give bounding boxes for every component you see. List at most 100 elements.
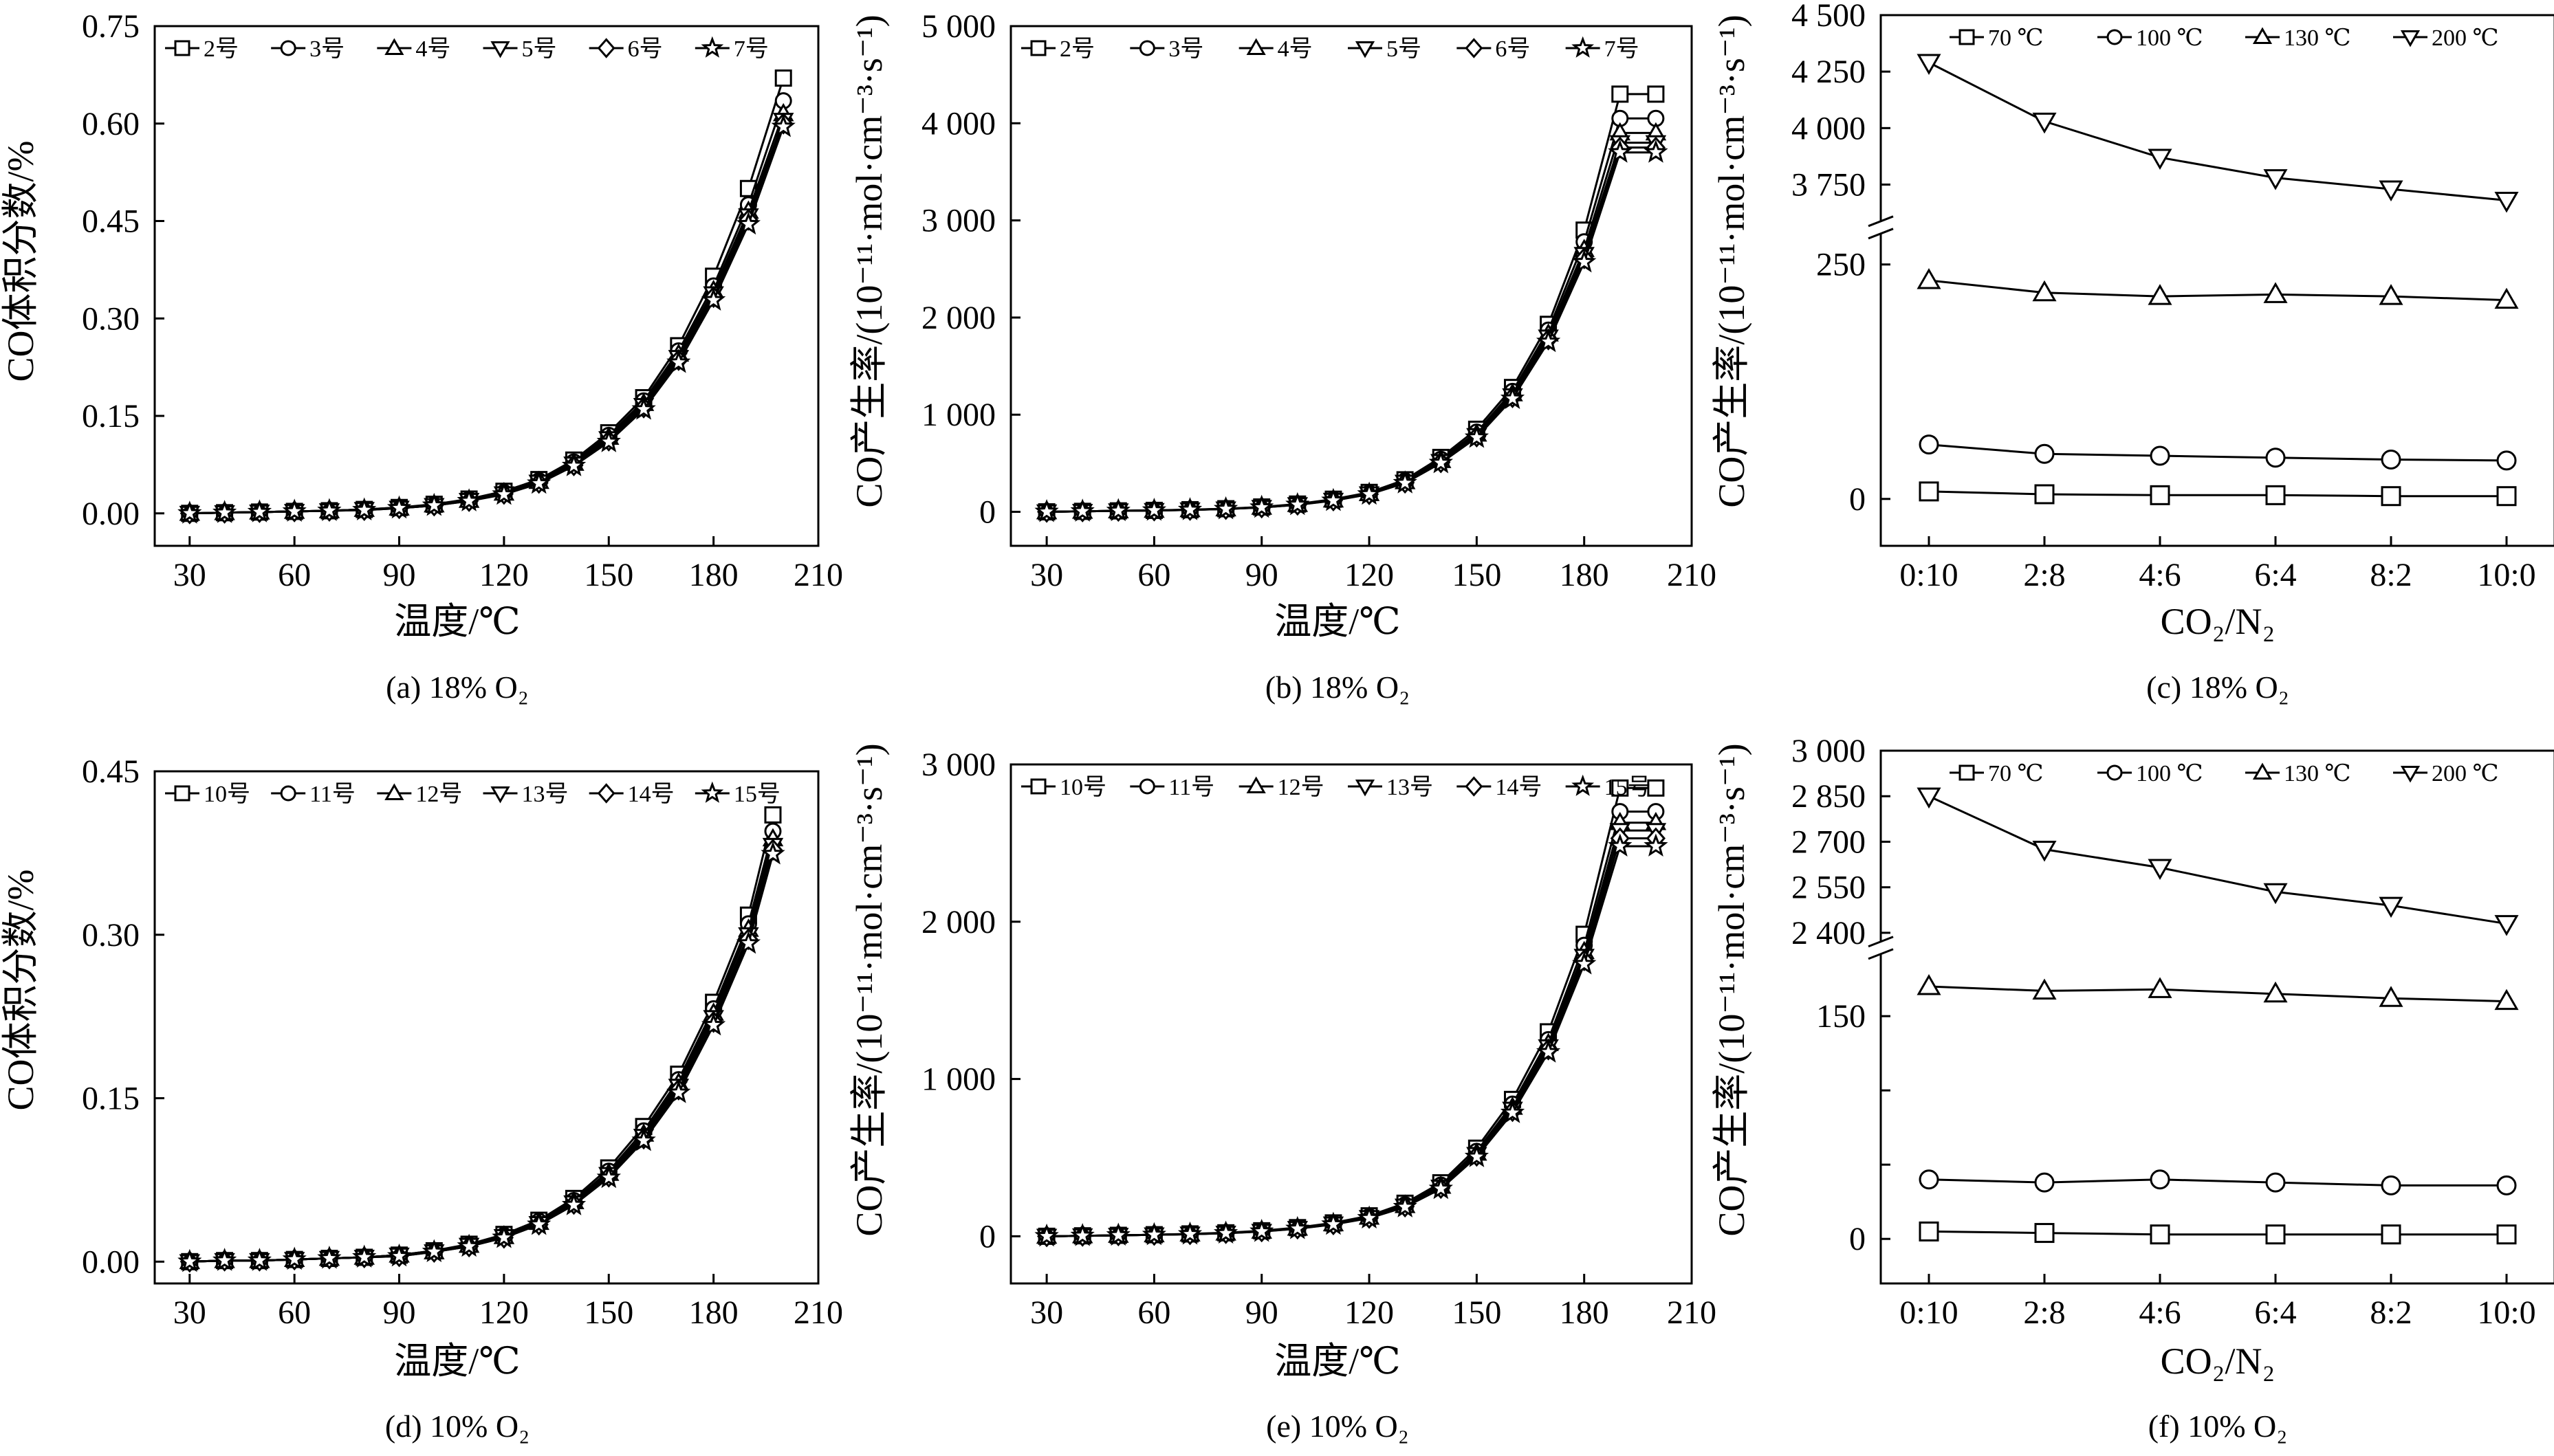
x-tick-label: 4:6 (2139, 557, 2181, 593)
data-point (596, 429, 621, 452)
data-point (1611, 85, 1629, 103)
x-tick-label: 2:8 (2023, 1294, 2065, 1331)
caption-d: (d) 10% O₂ (385, 1409, 530, 1444)
legend-label: 70 ℃ (1988, 761, 2044, 786)
x-tick-label: 90 (383, 1294, 416, 1331)
x-tick-label: 10:0 (2477, 557, 2535, 593)
y-tick-label: 3 750 (1791, 167, 1866, 203)
panel-e: 30 60 90 120 150 180 210 0 1 000 2 000 3 000 10号 11号… (921, 747, 1716, 1331)
x-tick-label: 180 (1560, 1294, 1609, 1331)
legend-marker-star (1571, 36, 1595, 58)
data-point (561, 1192, 587, 1215)
legend-label: 14号 (1495, 775, 1542, 800)
x-tick-label: 210 (794, 557, 843, 593)
data-point (666, 349, 691, 373)
data-point (527, 1211, 552, 1235)
data-point (1249, 1218, 1274, 1242)
legend-marker-star (701, 36, 724, 58)
data-point (1142, 1222, 1166, 1246)
data-point (2034, 443, 2055, 464)
legend-label: 15号 (734, 782, 781, 807)
data-point (1919, 1221, 1939, 1242)
x-tick-label: 8:2 (2370, 1294, 2412, 1331)
series-line (1047, 151, 1656, 513)
data-point (1608, 140, 1633, 163)
x-axis-title-e: 温度/℃ (1274, 1341, 1400, 1382)
series-line (1047, 829, 1656, 1237)
y-axis-title-a: CO体积分数/% (0, 141, 41, 382)
data-point (2494, 191, 2519, 213)
legend-marker-circle (2106, 29, 2123, 45)
y-axis-title-f: CO产生率/(10⁻¹¹·mol·cm⁻³·s⁻¹) (1711, 743, 1752, 1236)
y-tick-label: 2 550 (1791, 870, 1866, 906)
data-point (2265, 1172, 2286, 1193)
data-point (1213, 496, 1238, 520)
data-point (2148, 859, 2172, 880)
x-tick-label: 210 (794, 1294, 843, 1331)
x-tick-label: 4:6 (2139, 1294, 2181, 1331)
data-point (282, 1246, 307, 1270)
legend-marker-diamond (1465, 38, 1483, 58)
data-point (631, 397, 656, 420)
x-tick-label: 150 (584, 557, 633, 593)
legend-label: 2号 (204, 36, 239, 62)
data-point (1177, 1221, 1203, 1245)
panel-b: 30 60 90 120 150 180 210 0 1 000 2 000 3 000 4 000 5… (921, 8, 1716, 593)
x-tick-label: 90 (1245, 557, 1278, 593)
y-tick-label: 250 (1816, 247, 1866, 283)
data-point (1428, 450, 1453, 474)
legend-label: 13号 (1386, 775, 1433, 800)
y-tick-label: 0 (979, 1218, 996, 1255)
data-point (701, 1012, 726, 1036)
y-tick-label: 3 000 (921, 203, 996, 239)
legend-label: 5号 (522, 36, 557, 62)
data-point (2496, 1175, 2517, 1195)
data-point (2032, 978, 2057, 1000)
x-tick-label: 30 (1030, 557, 1063, 593)
legend-label: 10号 (1060, 775, 1106, 800)
series-line (1928, 61, 2507, 201)
data-point (1611, 779, 1629, 797)
legend-label: 200 ℃ (2432, 761, 2499, 786)
legend-marker-diamond (597, 783, 615, 804)
data-point (1357, 1205, 1382, 1229)
data-point (2263, 282, 2288, 303)
data-point (701, 287, 726, 311)
data-point (492, 481, 516, 505)
data-point (1917, 267, 1941, 289)
data-point (1034, 499, 1059, 522)
caption-a: (a) 18% O₂ (386, 670, 529, 705)
data-point (2150, 445, 2170, 466)
series-line (189, 830, 774, 1263)
y-tick-label: 2 000 (921, 300, 996, 336)
data-point (352, 1244, 377, 1268)
data-point (1321, 487, 1346, 511)
legend-marker-square (1958, 29, 1975, 45)
y-tick-label: 5 000 (921, 8, 996, 45)
data-point (2494, 287, 2519, 309)
data-point (2381, 1224, 2401, 1245)
data-point (1106, 498, 1131, 522)
data-point (1142, 498, 1167, 521)
series-line (189, 123, 785, 515)
legend-marker-triangle-up (384, 38, 404, 55)
x-tick-label: 120 (479, 1294, 529, 1331)
data-point (1500, 386, 1525, 409)
x-tick-label: 10:0 (2477, 1294, 2535, 1331)
axis-break-mark (1868, 936, 1894, 948)
x-tick-label: 60 (278, 557, 311, 593)
caption-c: (c) 18% O₂ (2146, 670, 2289, 705)
y-tick-label: 2 700 (1791, 824, 1866, 860)
series-line (189, 849, 774, 1263)
x-tick-label: 6:4 (2254, 1294, 2296, 1331)
series-line (1928, 1230, 2507, 1236)
data-point (1428, 1176, 1453, 1200)
series-line (1928, 1178, 2507, 1187)
data-point (1034, 1223, 1059, 1247)
series-line (1047, 146, 1656, 513)
data-point (1644, 140, 1668, 163)
data-point (177, 500, 202, 524)
x-tick-label: 180 (689, 557, 739, 593)
axis-break-mark (1868, 228, 1894, 240)
